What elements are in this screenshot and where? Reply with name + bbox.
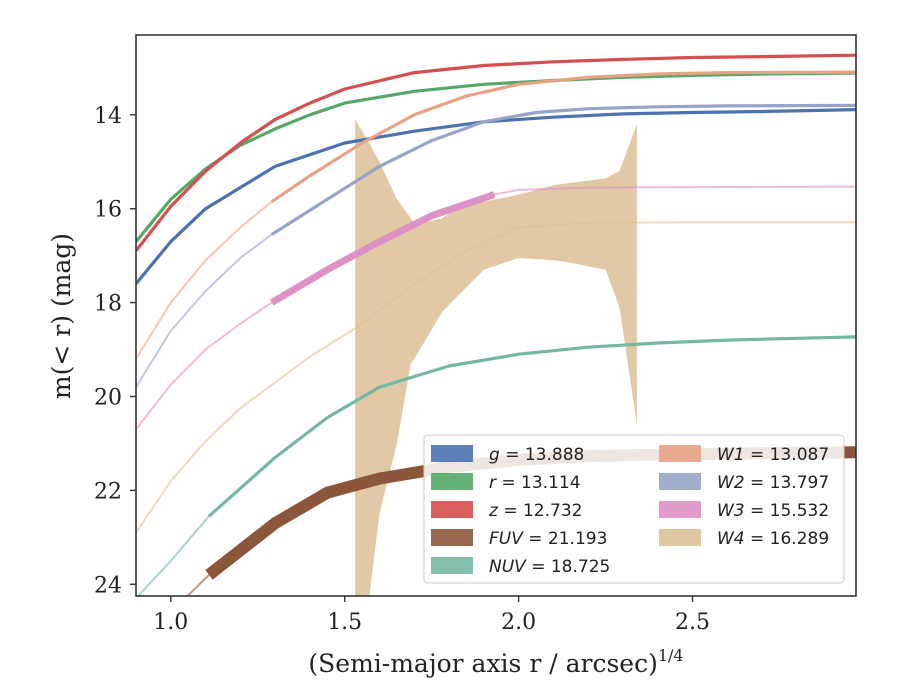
legend-entry-fuv: FUV = 21.193 — [431, 529, 607, 549]
legend-entry-w2: W2 = 13.797 — [659, 473, 829, 493]
y-axis-ticks: 14 16 18 20 22 24 — [94, 104, 136, 598]
legend-label: W2 = 13.797 — [717, 473, 829, 493]
legend-entry-nuv: NUV = 18.725 — [431, 557, 610, 577]
legend-label: g = 13.888 — [489, 445, 584, 465]
legend-label: FUV = 21.193 — [489, 529, 607, 549]
legend-swatch — [431, 445, 473, 462]
legend-label: W1 = 13.087 — [717, 445, 829, 465]
legend-swatch — [659, 501, 701, 518]
series-w3-line — [269, 191, 496, 306]
y-tick-label: 20 — [94, 385, 122, 410]
x-tick-label: 1.5 — [327, 610, 362, 635]
x-tick-label: 2.0 — [501, 610, 536, 635]
legend-entry-w4: W4 = 16.289 — [659, 529, 829, 549]
legend-entry-g: g = 13.888 — [431, 445, 584, 465]
x-tick-label: 1.0 — [153, 610, 188, 635]
series-w2-line — [270, 103, 856, 236]
y-tick-label: 22 — [94, 479, 122, 504]
x-axis-label: (Semi-major axis r / arcsec)1/4 — [308, 646, 683, 678]
plot-frame — [135, 34, 857, 597]
legend-label: r = 13.114 — [489, 473, 581, 493]
series-nuv-line — [207, 335, 856, 518]
legend-box — [423, 434, 845, 584]
w4-uncertainty-band — [355, 119, 637, 596]
series-z-line — [136, 53, 856, 252]
legend-swatch — [431, 529, 473, 546]
legend: g = 13.888 r = 13.114 z = 12.732 FUV = 21.1… — [423, 434, 845, 584]
y-tick-label: 24 — [94, 573, 122, 598]
legend-label: W4 = 16.289 — [717, 529, 829, 549]
legend-entry-w3: W3 = 15.532 — [659, 501, 829, 521]
series-w1-line — [270, 70, 856, 204]
y-tick-label: 18 — [94, 292, 122, 317]
legend-swatch — [659, 473, 701, 490]
x-tick-label: 2.5 — [675, 610, 710, 635]
legend-swatch — [659, 445, 701, 462]
legend-label: z = 12.732 — [488, 501, 582, 521]
legend-entry-r: r = 13.114 — [431, 473, 581, 493]
w4-band-area — [355, 119, 637, 596]
series-w4-model-line — [136, 221, 856, 534]
legend-swatch — [431, 473, 473, 490]
legend-label: NUV = 18.725 — [489, 557, 610, 577]
legend-label: W3 = 15.532 — [717, 501, 829, 521]
y-tick-label: 16 — [94, 198, 122, 223]
y-tick-label: 14 — [94, 104, 122, 129]
legend-swatch — [659, 529, 701, 546]
legend-entry-z: z = 12.732 — [431, 501, 582, 521]
legend-swatch — [431, 557, 473, 574]
y-axis-label: m(< r) (mag) — [47, 233, 76, 399]
legend-entry-w1: W1 = 13.087 — [659, 445, 829, 465]
x-axis-ticks: 1.0 1.5 2.0 2.5 — [153, 596, 710, 635]
legend-swatch — [431, 501, 473, 518]
